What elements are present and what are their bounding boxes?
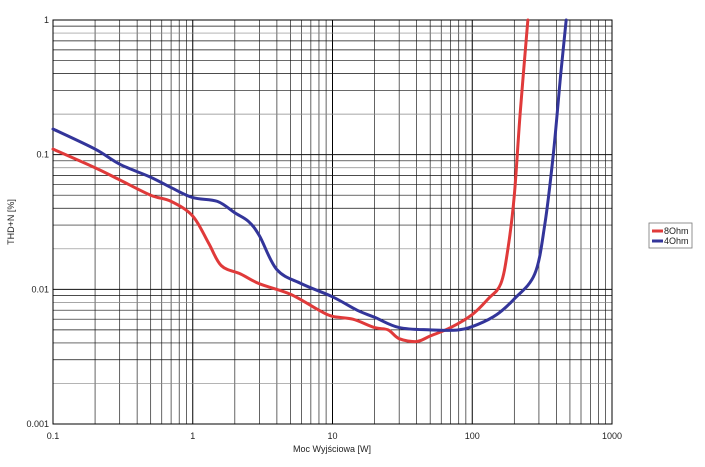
y-tick-label: 0.1 xyxy=(36,150,49,160)
x-tick-labels: 0.1 1 10 100 1000 xyxy=(47,431,622,441)
series-line-4ohm xyxy=(51,18,568,332)
x-tick-label: 0.1 xyxy=(47,431,60,441)
y-tick-labels: 1 0.1 0.01 0.001 xyxy=(26,15,49,429)
x-tick-label: 1 xyxy=(190,431,195,441)
x-tick-label: 10 xyxy=(327,431,337,441)
x-tick-label: 100 xyxy=(465,431,480,441)
y-tick-label: 0.01 xyxy=(31,284,49,294)
y-tick-label: 1 xyxy=(44,15,49,25)
series-lines xyxy=(51,18,568,344)
legend-label-8ohm: 8Ohm xyxy=(664,226,689,236)
y-tick-label: 0.001 xyxy=(26,419,49,429)
legend-label-4ohm: 4Ohm xyxy=(664,236,689,246)
y-axis-label: THD+N [%] xyxy=(6,199,16,245)
grid xyxy=(52,20,612,425)
x-tick-label: 1000 xyxy=(602,431,622,441)
x-axis-label: Moc Wyjściowa [W] xyxy=(293,444,371,454)
series-line-8ohm xyxy=(51,18,530,344)
plot-frame xyxy=(52,19,613,425)
legend-box xyxy=(648,222,693,249)
